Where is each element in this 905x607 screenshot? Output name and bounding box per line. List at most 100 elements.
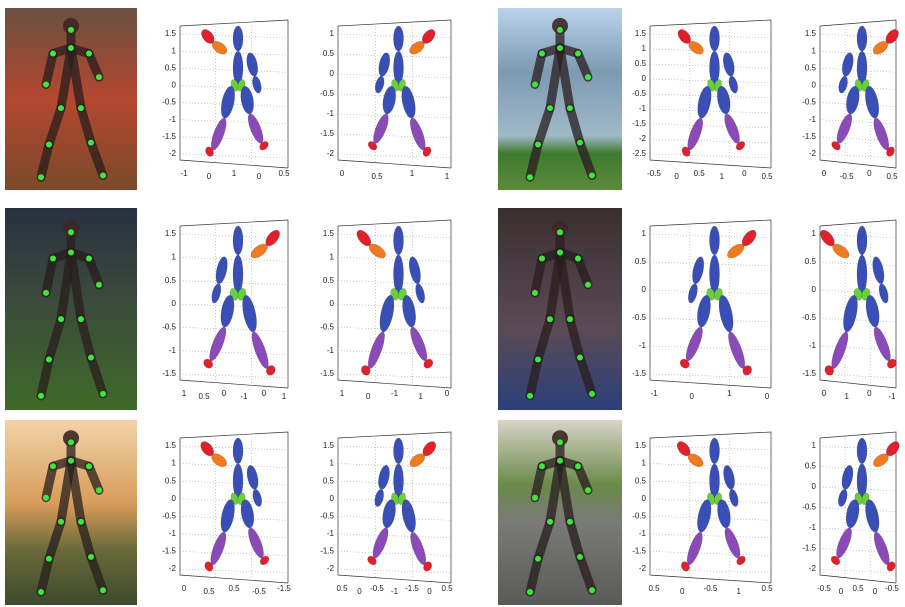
person-limb xyxy=(575,552,597,595)
grid-line xyxy=(337,280,452,285)
pose-plot: 1.5 1 0.5 0 -0.5 -1 -1.5 -2 0 -0.5 0 0.5 xyxy=(802,19,899,181)
joint-dot xyxy=(68,439,74,446)
z-tick-label: 1.5 xyxy=(165,29,177,38)
limb xyxy=(836,113,853,144)
joint-dot xyxy=(46,356,52,363)
z-tick-label: 1 xyxy=(172,459,177,468)
xy-tick-label: 0 xyxy=(182,584,187,593)
z-tick-label: 0.5 xyxy=(165,476,177,485)
joint-dot xyxy=(585,281,591,288)
z-tick-label: -1.5 xyxy=(632,547,646,556)
plot-box xyxy=(649,19,772,169)
z-tick-label: -1.5 xyxy=(320,129,334,138)
grid-line xyxy=(337,73,452,79)
z-tick-label: 1 xyxy=(330,252,335,261)
xy-tick-label: 1 xyxy=(720,172,725,181)
xy-tick-label: 1 xyxy=(727,389,732,398)
person-limb xyxy=(76,517,96,562)
z-tick-label: -1 xyxy=(809,115,817,124)
person-limb xyxy=(575,352,597,399)
xy-tick-label: 0.5 xyxy=(694,169,706,178)
pose-plot: 1.5 1 0.5 0 -0.5 -1 -1.5 -2 -2.5 -0.5 0 0.5 1 0 0.5 xyxy=(632,19,773,181)
joint-dot xyxy=(557,249,563,256)
xy-tick-label: -0.5 xyxy=(252,587,266,596)
limb xyxy=(205,146,214,157)
limb xyxy=(410,326,428,362)
z-tick-label: 1 xyxy=(642,459,647,468)
limb xyxy=(367,555,377,566)
person-limb xyxy=(84,254,104,290)
limb xyxy=(393,25,404,52)
grid-line xyxy=(179,373,289,379)
z-tick-label: 1.5 xyxy=(323,229,335,238)
limb xyxy=(677,29,691,44)
grid-line xyxy=(337,516,452,521)
person-limb xyxy=(84,49,104,82)
person-limb xyxy=(573,461,593,495)
limb xyxy=(361,365,371,376)
joint-dot xyxy=(78,518,84,525)
joint-dot xyxy=(527,589,533,596)
xy-tick-label: -1.5 xyxy=(277,584,291,593)
grid-line xyxy=(179,551,289,556)
grid-line xyxy=(649,345,772,351)
joint-dot xyxy=(58,518,64,525)
joint-dot xyxy=(43,81,49,88)
z-tick-label: -0.5 xyxy=(320,322,334,331)
xy-tick-label: 0.5 xyxy=(278,169,290,178)
z-tick-label: -1 xyxy=(327,529,335,538)
z-tick-label: 1 xyxy=(642,229,647,238)
xy-tick-label: 0 xyxy=(207,172,212,181)
person-limb xyxy=(555,456,575,527)
z-tick-label: -0.5 xyxy=(802,313,816,322)
z-tick-label: -0.5 xyxy=(162,511,176,520)
limb xyxy=(741,229,757,247)
z-tick-label: -2 xyxy=(639,564,647,573)
joint-dot xyxy=(68,457,74,464)
z-tick-label: -1.5 xyxy=(632,369,646,378)
xy-tick-label: 0.5 xyxy=(441,584,453,593)
joint-dot xyxy=(50,255,56,262)
limb xyxy=(232,25,244,52)
z-tick-label: -1.5 xyxy=(320,369,334,378)
xy-tick-label: 0 xyxy=(765,392,770,401)
z-tick-label: 0.5 xyxy=(165,63,177,72)
z-tick-label: 1 xyxy=(330,459,335,468)
z-tick-label: -1.5 xyxy=(802,369,816,378)
person-limb xyxy=(44,103,66,149)
joint-dot xyxy=(577,553,583,560)
z-tick-label: -1.5 xyxy=(802,544,816,553)
joint-dot xyxy=(46,141,52,148)
grid-line xyxy=(819,445,897,451)
xy-tick-label: 1 xyxy=(445,172,450,181)
grid-line xyxy=(819,486,897,492)
grid-line xyxy=(337,551,452,556)
person-head xyxy=(63,430,79,447)
limb xyxy=(831,331,849,369)
z-tick-label: 0 xyxy=(330,494,335,503)
pose-plot: 1 0.5 0 -0.5 -1 -1.5 0 1 0 -1 xyxy=(802,219,897,401)
limb xyxy=(393,254,404,294)
xy-tick-label: 0 xyxy=(839,587,844,596)
z-tick-label: 0.5 xyxy=(805,257,817,266)
xy-tick-label: 0 xyxy=(445,389,450,398)
joint-dot xyxy=(539,50,545,57)
limb xyxy=(692,256,705,285)
grid-line xyxy=(337,53,452,59)
limb xyxy=(886,441,900,457)
joint-dot xyxy=(589,587,595,594)
joint-dot xyxy=(58,105,64,112)
joint-dot xyxy=(68,229,74,236)
z-tick-label: 0.5 xyxy=(323,476,335,485)
xy-tick-label: -1 xyxy=(888,392,896,401)
limb xyxy=(685,326,703,362)
limb xyxy=(259,555,270,566)
grid-line xyxy=(819,119,897,124)
joint-dot xyxy=(557,45,563,52)
z-tick-label: 1.5 xyxy=(323,441,335,450)
xy-tick-label: 1 xyxy=(282,392,287,401)
z-tick-label: -2.5 xyxy=(632,149,646,158)
z-tick-label: 0 xyxy=(330,69,335,78)
z-tick-label: -1.5 xyxy=(320,547,334,556)
xy-tick-label: -1 xyxy=(180,169,188,178)
